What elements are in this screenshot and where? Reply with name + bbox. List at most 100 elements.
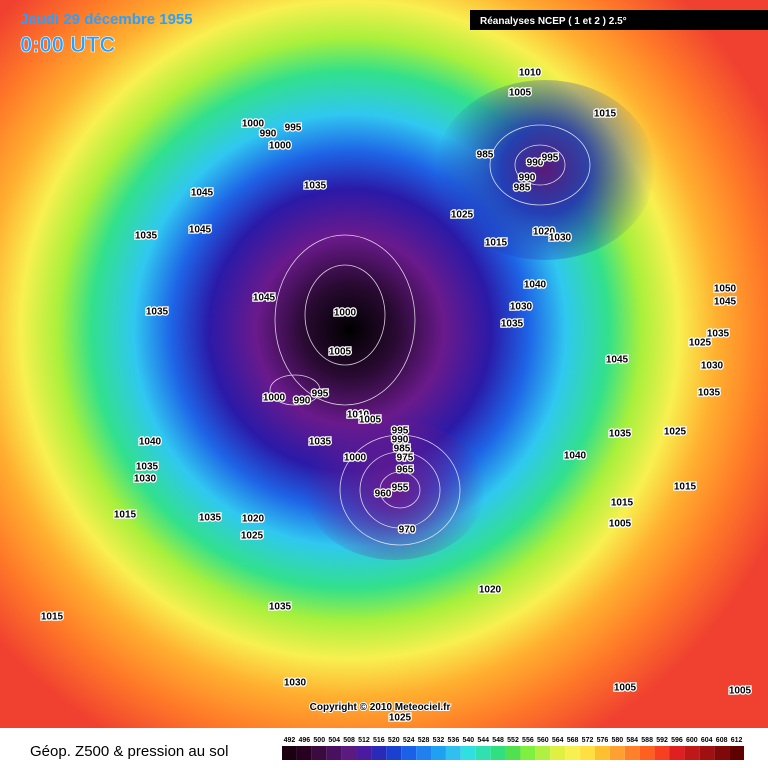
scale-swatch bbox=[460, 746, 476, 760]
pressure-label: 1035 bbox=[304, 181, 327, 192]
scale-swatch bbox=[639, 746, 655, 760]
pressure-label: 1035 bbox=[136, 462, 159, 473]
pressure-label: 1035 bbox=[698, 388, 721, 399]
scale-tick: 540 bbox=[462, 737, 474, 744]
pressure-label: 1030 bbox=[701, 361, 724, 372]
scale-tick: 512 bbox=[358, 737, 370, 744]
scale-tick: 560 bbox=[537, 737, 549, 744]
scale-swatch bbox=[311, 746, 327, 760]
scale-tick: 576 bbox=[597, 737, 609, 744]
scale-swatch bbox=[326, 746, 342, 760]
pressure-label: 1035 bbox=[309, 437, 332, 448]
pressure-label: 995 bbox=[392, 426, 409, 437]
scale-tick: 572 bbox=[582, 737, 594, 744]
time-label: 0:00 UTC bbox=[20, 32, 115, 57]
scale-swatch bbox=[729, 746, 744, 760]
pressure-label: 985 bbox=[477, 150, 494, 161]
pressure-label: 1015 bbox=[41, 612, 64, 623]
pressure-label: 1000 bbox=[263, 393, 286, 404]
pressure-label: 1035 bbox=[269, 602, 292, 613]
scale-tick: 504 bbox=[328, 737, 340, 744]
pressure-label: 1010 bbox=[519, 68, 542, 79]
scale-swatch bbox=[505, 746, 521, 760]
scale-tick: 548 bbox=[492, 737, 504, 744]
scale-swatch bbox=[490, 746, 506, 760]
pressure-label: 1015 bbox=[611, 498, 634, 509]
scale-tick: 496 bbox=[299, 737, 311, 744]
scale-tick: 612 bbox=[731, 737, 743, 744]
pressure-label: 1000 bbox=[269, 141, 292, 152]
pressure-label: 1020 bbox=[479, 585, 502, 596]
pressure-label: 1000 bbox=[242, 119, 265, 130]
scale-swatch bbox=[594, 746, 610, 760]
pressure-label: 985 bbox=[514, 183, 531, 194]
copyright: Copyright © 2010 Meteociel.fr bbox=[310, 702, 451, 713]
scale-swatch bbox=[445, 746, 461, 760]
pressure-label: 1025 bbox=[664, 427, 687, 438]
scale-swatch bbox=[520, 746, 536, 760]
scale-tick: 596 bbox=[671, 737, 683, 744]
scale-swatch bbox=[714, 746, 730, 760]
scale-tick: 524 bbox=[403, 737, 415, 744]
scale-tick: 516 bbox=[373, 737, 385, 744]
pressure-label: 1015 bbox=[594, 109, 617, 120]
pressure-label: 1045 bbox=[191, 188, 214, 199]
pressure-label: 1020 bbox=[242, 514, 265, 525]
pressure-label: 1025 bbox=[689, 338, 712, 349]
pressure-label: 995 bbox=[542, 153, 559, 164]
pressure-label: 1045 bbox=[189, 225, 212, 236]
scale-swatch bbox=[535, 746, 551, 760]
scale-tick: 592 bbox=[656, 737, 668, 744]
pressure-label: 1005 bbox=[359, 415, 382, 426]
pressure-label: 1000 bbox=[334, 308, 357, 319]
pressure-label: 955 bbox=[392, 483, 409, 494]
scale-tick: 588 bbox=[641, 737, 653, 744]
scale-tick: 564 bbox=[552, 737, 564, 744]
pressure-label: 995 bbox=[285, 123, 302, 134]
source-bar bbox=[470, 10, 768, 30]
pressure-label: 1045 bbox=[253, 293, 276, 304]
pressure-label: 995 bbox=[312, 389, 329, 400]
scale-swatch bbox=[416, 746, 432, 760]
pressure-label: 975 bbox=[397, 453, 414, 464]
pressure-label: 1030 bbox=[549, 233, 572, 244]
pressure-label: 1025 bbox=[451, 210, 474, 221]
pressure-label: 990 bbox=[527, 158, 544, 169]
pressure-label: 1040 bbox=[524, 280, 547, 291]
pressure-label: 990 bbox=[392, 435, 409, 446]
pressure-label: 990 bbox=[519, 173, 536, 184]
scale-swatch bbox=[654, 746, 670, 760]
pressure-label: 1015 bbox=[114, 510, 137, 521]
pressure-label: 985 bbox=[394, 444, 411, 455]
scale-tick: 568 bbox=[567, 737, 579, 744]
scale-swatch bbox=[356, 746, 372, 760]
pressure-label: 1040 bbox=[564, 451, 587, 462]
scale-swatch bbox=[669, 746, 685, 760]
pressure-label: 1045 bbox=[606, 355, 629, 366]
pressure-label: 1000 bbox=[344, 453, 367, 464]
pressure-label: 1020 bbox=[533, 227, 556, 238]
scale-swatch bbox=[401, 746, 417, 760]
pressure-label: 1015 bbox=[485, 238, 508, 249]
pressure-label: 990 bbox=[260, 129, 277, 140]
pressure-label: 970 bbox=[399, 525, 416, 536]
pressure-label: 1005 bbox=[329, 347, 352, 358]
scale-tick: 492 bbox=[284, 737, 296, 744]
pressure-label: 1035 bbox=[135, 231, 158, 242]
pressure-label: 1010 bbox=[347, 410, 370, 421]
pressure-labels: 1010100510151000990995100098599099598599… bbox=[40, 66, 753, 725]
footer-title: Géop. Z500 & pression au sol bbox=[30, 743, 228, 760]
scale-swatch bbox=[684, 746, 700, 760]
scale-swatch bbox=[475, 746, 491, 760]
pressure-label: 1005 bbox=[609, 519, 632, 530]
scale-tick: 556 bbox=[522, 737, 534, 744]
pressure-label: 990 bbox=[294, 396, 311, 407]
pressure-label: 1035 bbox=[609, 429, 632, 440]
scale-tick: 600 bbox=[686, 737, 698, 744]
pressure-label: 1030 bbox=[134, 474, 157, 485]
pressure-label: 1025 bbox=[241, 531, 264, 542]
scale-swatch bbox=[609, 746, 625, 760]
scale-tick: 552 bbox=[507, 737, 519, 744]
pressure-label: 1005 bbox=[614, 683, 637, 694]
